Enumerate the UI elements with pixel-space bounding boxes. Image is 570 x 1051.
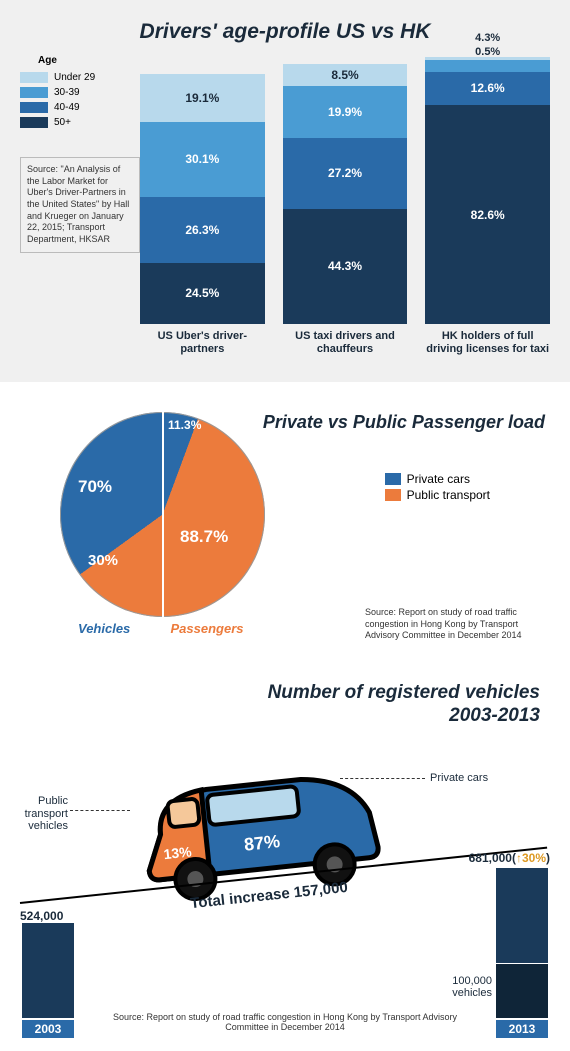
legend-item: 40-49: [20, 101, 140, 114]
pie-slice-label: 30%: [88, 552, 118, 569]
legend-item: 50+: [20, 116, 140, 129]
registered-vehicles-chart: Number of registered vehicles2003-2013 P…: [0, 672, 570, 1042]
vehicles-label: Vehicles: [78, 621, 130, 636]
drivers-age-profile-chart: Drivers' age-profile US vs HK Age Under …: [0, 0, 570, 382]
bar-column: 8.5%19.9%27.2%44.3%: [283, 64, 408, 324]
pie-pair: 70%30%11.3%88.7% Vehicles Passengers: [60, 412, 265, 617]
dashed-connector: [70, 810, 130, 811]
value-2013: 681,000(↑30%): [469, 852, 550, 866]
pie-slice-label: 11.3%: [168, 418, 201, 432]
section3-title: Number of registered vehicles2003-2013: [20, 682, 540, 728]
legend-item: Private cars: [385, 472, 490, 486]
car-icon: 87% 13%: [123, 741, 396, 907]
private-cars-label: Private cars: [430, 772, 488, 785]
bar-column: 19.1%30.1%26.3%24.5%: [140, 74, 265, 324]
bar-category-labels: US Uber's driver-partners US taxi drivers…: [140, 324, 550, 370]
bar-label: US Uber's driver-partners: [140, 330, 265, 370]
bar-label: US taxi drivers and chauffeurs: [283, 330, 408, 370]
private-pct: 87%: [243, 831, 281, 855]
section2-source: Source: Report on study of road traffic …: [365, 607, 545, 642]
stacked-bars: 19.1%30.1%26.3%24.5%8.5%19.9%27.2%44.3%0…: [140, 54, 550, 324]
legend-item: Public transport: [385, 488, 490, 502]
pie-slice-label: 70%: [78, 477, 112, 497]
public-pct: 13%: [163, 843, 193, 862]
passengers-label: Passengers: [171, 621, 244, 636]
pillar-2003: [22, 923, 74, 1018]
section1-source: Source: "An Analysis of the Labor Market…: [20, 157, 140, 253]
year-2013: 2013: [496, 1020, 548, 1038]
bar-label: HK holders of full driving licenses for …: [425, 330, 550, 370]
legend-item: Under 29: [20, 71, 140, 84]
passenger-load-chart: 70% 30% 11.3% 88.7% Vehicles Passengers Pri…: [0, 382, 570, 672]
age-legend: Under 29 30-39 40-49 50+: [20, 71, 140, 129]
pie-legend: Private cars Public transport: [385, 472, 490, 504]
pillar-2013-scale: [496, 963, 548, 1018]
bar-column: 0.5%4.3%12.6%82.6%: [425, 57, 550, 324]
value-2003: 524,000: [20, 910, 63, 924]
age-label: Age: [38, 54, 140, 67]
section3-source: Source: Report on study of road traffic …: [100, 1012, 470, 1032]
section2-title: Private vs Public Passenger load: [263, 412, 545, 434]
legend-item: 30-39: [20, 86, 140, 99]
pie-slice-label: 88.7%: [180, 527, 228, 547]
year-2003: 2003: [22, 1020, 74, 1038]
public-transport-label: Publictransportvehicles: [20, 795, 68, 833]
scale-label: 100,000vehicles: [452, 975, 492, 1000]
pie-chart: [60, 412, 265, 617]
